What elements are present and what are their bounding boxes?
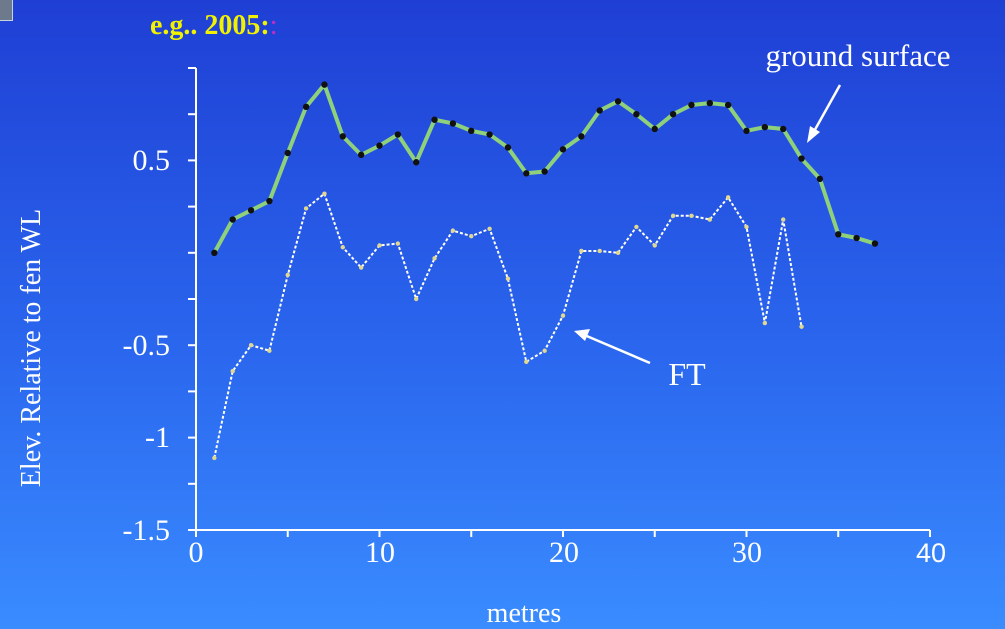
ground-surface-point	[486, 131, 493, 138]
tick-labels: 0 10 20 30 40 0.5 -0.5 -1 -1.5	[123, 144, 947, 569]
ground-surface-point	[871, 240, 879, 247]
ground-surface-point	[449, 120, 457, 127]
ground-surface-point	[376, 142, 383, 149]
axes	[195, 68, 930, 531]
ground-surface-annotation: ground surface	[765, 38, 950, 73]
x-tick-label: 40	[916, 538, 946, 568]
ft-point	[560, 313, 566, 318]
ground-surface-point	[669, 111, 677, 118]
ground-surface-point	[780, 125, 787, 133]
ground-surface-point	[211, 249, 218, 256]
x-tick-label: 30	[732, 536, 762, 569]
ground-surface-point	[339, 133, 346, 140]
ground-surface-point	[578, 133, 585, 140]
ft-point	[432, 256, 437, 261]
x-axis-title: metres	[487, 598, 562, 629]
ft-point	[597, 248, 602, 254]
ground-surface-point	[761, 123, 769, 131]
ground-surface-point	[284, 149, 291, 157]
ground-surface-point	[743, 127, 750, 135]
ft-point	[542, 348, 547, 353]
ft-point	[377, 243, 382, 248]
y-axis-title: Elev. Relative to fen WL	[16, 209, 47, 487]
ft-point	[340, 245, 345, 250]
ft-point	[689, 213, 694, 219]
ft-arrow	[581, 332, 651, 365]
ground-surface-point	[596, 107, 603, 114]
ground-surface-point	[688, 101, 695, 109]
ft-point	[707, 217, 712, 222]
ft-point	[579, 248, 584, 254]
ft-point	[230, 368, 235, 374]
ft-point	[652, 243, 657, 248]
x-tick-label: 20	[549, 536, 579, 569]
ft-point	[267, 348, 272, 353]
annotations: ground surface FT	[574, 38, 951, 392]
ground-surface-point	[816, 175, 824, 183]
ground-surface-point	[394, 131, 402, 138]
ground-surface-point	[541, 168, 548, 175]
x-tick-label: 0	[189, 536, 204, 569]
corner-mark	[0, 0, 13, 21]
ft-point	[799, 324, 804, 329]
ground-surface-point	[651, 125, 658, 133]
y-tick-label: -0.5	[123, 329, 171, 362]
ft-annotation: FT	[668, 356, 706, 392]
x-tick-label: 10	[365, 536, 395, 569]
ft-point	[212, 455, 217, 461]
y-tick-label: 0.5	[133, 144, 171, 177]
ground-surface-point	[357, 151, 365, 159]
ground-surface-point	[633, 111, 640, 118]
ft-point	[358, 265, 364, 270]
ground-surface-point	[614, 98, 622, 105]
ft-point	[762, 320, 768, 326]
chart-title: e.g.. 2005::	[150, 10, 278, 41]
ground-surface-point	[468, 127, 475, 135]
ft-point	[248, 343, 254, 348]
ft-point	[285, 272, 290, 278]
ft-point	[615, 250, 621, 255]
ground-surface-point	[706, 99, 713, 107]
ground-surface-point	[302, 103, 310, 111]
ft-arrowhead	[574, 329, 590, 341]
ft-point	[322, 191, 327, 196]
ft-point	[414, 296, 419, 302]
ground-surface-point	[559, 146, 567, 153]
ft-point	[469, 233, 474, 239]
ground-surface-point	[413, 159, 420, 166]
ground-surface-point	[247, 207, 255, 214]
ground-surface-point	[724, 101, 732, 109]
ft-point	[395, 241, 401, 246]
ft-point	[524, 359, 529, 365]
ground-surface-point	[431, 116, 438, 123]
ft-point	[781, 217, 786, 222]
ground-surface-arrowhead	[807, 126, 820, 143]
y-tick-label: -1	[145, 421, 170, 454]
ft-point	[634, 224, 639, 230]
ground-surface-point	[523, 170, 530, 177]
ground-surface-point	[835, 231, 842, 238]
ground-surface-point	[321, 81, 328, 88]
series-layer	[211, 81, 879, 461]
ticks	[188, 67, 931, 537]
ft-point	[744, 224, 749, 230]
ground-surface-point	[504, 144, 512, 151]
ground-surface-point	[853, 234, 860, 242]
ground-surface-point	[229, 216, 236, 223]
ft-point	[505, 276, 511, 281]
ft-point	[725, 195, 731, 200]
ft-point	[670, 213, 676, 219]
ft-series-line	[213, 192, 803, 459]
ft-point	[303, 206, 309, 211]
ground-surface-point	[798, 155, 805, 162]
ft-point	[487, 226, 492, 231]
ground-surface-arrow	[810, 84, 842, 136]
ground-surface-point	[266, 197, 273, 205]
ft-point	[450, 228, 456, 233]
y-tick-label: -1.5	[123, 514, 171, 547]
